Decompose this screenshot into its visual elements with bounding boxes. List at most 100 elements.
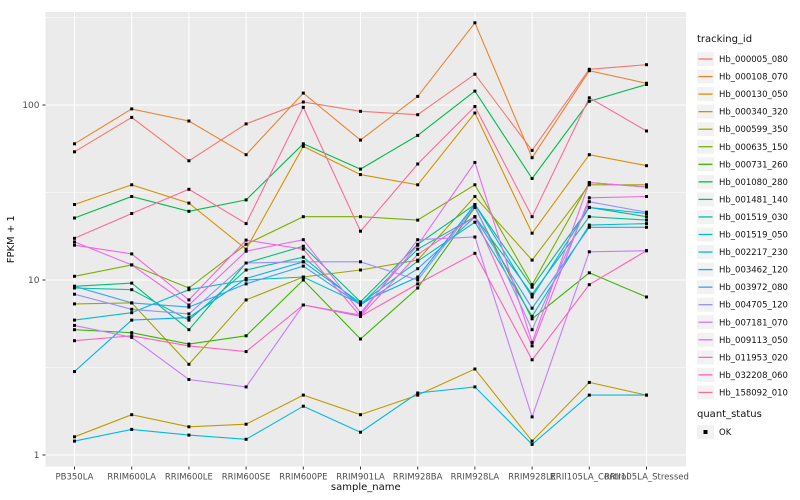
data-point-Hb_000635_150 (473, 183, 477, 187)
data-point-Hb_000731_260 (301, 278, 305, 282)
legend-label: Hb_001080_280 (719, 178, 788, 188)
data-point-Hb_001481_140 (645, 215, 648, 219)
x-tick-label: RRIM600LE (165, 473, 213, 483)
data-point-Hb_032208_060 (130, 334, 134, 338)
data-point-Hb_007181_070 (187, 378, 191, 381)
data-point-Hb_011953_020 (416, 252, 420, 256)
data-point-Hb_009113_050 (73, 240, 76, 244)
data-point-Hb_000130_050 (244, 247, 248, 251)
x-tick-label: RRIM901LA (336, 473, 385, 483)
data-point-Hb_002217_230 (301, 404, 305, 408)
data-point-Hb_004705_120 (187, 312, 191, 316)
data-point-Hb_000108_070 (587, 69, 591, 73)
data-point-Hb_009113_050 (473, 160, 477, 164)
data-point-Hb_011953_020 (130, 252, 134, 256)
plot-panel (45, 12, 686, 467)
data-point-Hb_000599_350 (187, 362, 191, 366)
data-point-Hb_000340_320 (73, 435, 76, 439)
data-point-Hb_000599_350 (359, 268, 362, 272)
data-point-Hb_009113_050 (301, 238, 305, 242)
data-point-Hb_004705_120 (473, 204, 477, 208)
data-point-Hb_001080_280 (359, 167, 362, 171)
x-tick-label: RRIM600SE (222, 473, 271, 483)
data-point-Hb_001519_050 (73, 318, 76, 322)
data-point-Hb_000108_070 (416, 94, 420, 98)
x-tick-label: RRIM600LA (107, 473, 156, 483)
data-point-Hb_004705_120 (73, 292, 76, 296)
data-point-Hb_000005_080 (244, 122, 248, 126)
y-axis-title: FPKM + 1 (6, 215, 17, 263)
data-point-Hb_000340_320 (359, 413, 362, 417)
data-point-Hb_001519_030 (244, 268, 248, 272)
data-point-Hb_000731_260 (130, 331, 134, 335)
data-point-Hb_158092_010 (473, 105, 477, 108)
y-tick-label: 10 (28, 276, 40, 286)
data-point-Hb_158092_010 (187, 187, 191, 191)
data-point-Hb_158092_010 (587, 96, 591, 100)
data-point-Hb_000108_070 (73, 142, 76, 146)
x-tick-label: PB350LA (56, 473, 94, 483)
legend-label: Hb_003462_120 (719, 266, 788, 276)
data-point-Hb_032208_060 (587, 283, 591, 287)
data-point-Hb_001080_280 (530, 177, 534, 180)
data-point-Hb_032208_060 (359, 314, 362, 318)
data-point-Hb_000731_260 (73, 328, 76, 332)
data-point-Hb_000731_260 (645, 295, 648, 299)
data-point-Hb_003462_120 (530, 295, 534, 299)
data-point-Hb_002217_230 (587, 393, 591, 397)
data-point-Hb_009113_050 (187, 303, 191, 307)
data-point-Hb_158092_010 (244, 222, 248, 226)
data-point-Hb_000731_260 (244, 334, 248, 338)
data-point-Hb_004705_120 (645, 210, 648, 214)
legend-key-square-icon (703, 430, 708, 434)
data-point-Hb_003972_080 (130, 301, 134, 305)
data-point-Hb_000340_320 (187, 425, 191, 429)
legend-label: Hb_000340_320 (719, 108, 788, 118)
data-point-Hb_000130_050 (530, 231, 534, 235)
legend-label: Hb_011953_020 (719, 353, 788, 363)
data-point-Hb_000130_050 (73, 203, 76, 206)
legend-label: Hb_002217_230 (719, 248, 788, 258)
legend-label: Hb_000005_080 (719, 55, 788, 65)
data-point-Hb_004705_120 (416, 278, 420, 282)
data-point-Hb_001080_280 (187, 209, 191, 213)
data-point-Hb_000005_080 (301, 100, 305, 104)
data-point-Hb_009113_050 (359, 311, 362, 315)
x-tick-label: RRIM600PE (279, 473, 327, 483)
data-point-Hb_003462_120 (473, 203, 477, 206)
data-point-Hb_001481_140 (301, 244, 305, 248)
data-point-Hb_001481_140 (530, 285, 534, 289)
data-point-Hb_000130_050 (301, 144, 305, 148)
data-point-Hb_000108_070 (359, 138, 362, 142)
data-point-Hb_011953_020 (187, 298, 191, 302)
data-point-Hb_002217_230 (473, 385, 477, 389)
data-point-Hb_007181_070 (130, 335, 134, 339)
data-point-Hb_003972_080 (587, 225, 591, 229)
data-point-Hb_001519_050 (187, 288, 191, 292)
data-point-Hb_001519_050 (301, 275, 305, 279)
data-point-Hb_000731_260 (530, 317, 534, 321)
data-point-Hb_011953_020 (244, 238, 248, 242)
y-tick-label: 100 (22, 101, 39, 111)
data-point-Hb_000635_150 (416, 218, 420, 222)
data-point-Hb_000599_350 (587, 183, 591, 187)
data-point-Hb_000635_150 (244, 242, 248, 246)
data-point-Hb_001519_050 (130, 311, 134, 315)
data-point-Hb_032208_060 (473, 251, 477, 255)
data-point-Hb_001519_030 (587, 215, 591, 219)
data-point-Hb_001519_050 (587, 223, 591, 227)
data-point-Hb_000005_080 (530, 148, 534, 152)
data-point-Hb_007181_070 (530, 415, 534, 419)
data-point-Hb_003972_080 (530, 306, 534, 310)
data-point-Hb_000005_080 (645, 63, 648, 67)
data-point-Hb_000635_150 (359, 215, 362, 219)
legend-label: Hb_000635_150 (719, 143, 788, 153)
data-point-Hb_011953_020 (73, 243, 76, 247)
data-point-Hb_001080_280 (244, 198, 248, 202)
data-point-Hb_001519_050 (416, 259, 420, 263)
data-point-Hb_001519_030 (130, 288, 134, 292)
data-point-Hb_032208_060 (244, 350, 248, 354)
data-point-Hb_009113_050 (416, 243, 420, 247)
data-point-Hb_000635_150 (187, 286, 191, 290)
